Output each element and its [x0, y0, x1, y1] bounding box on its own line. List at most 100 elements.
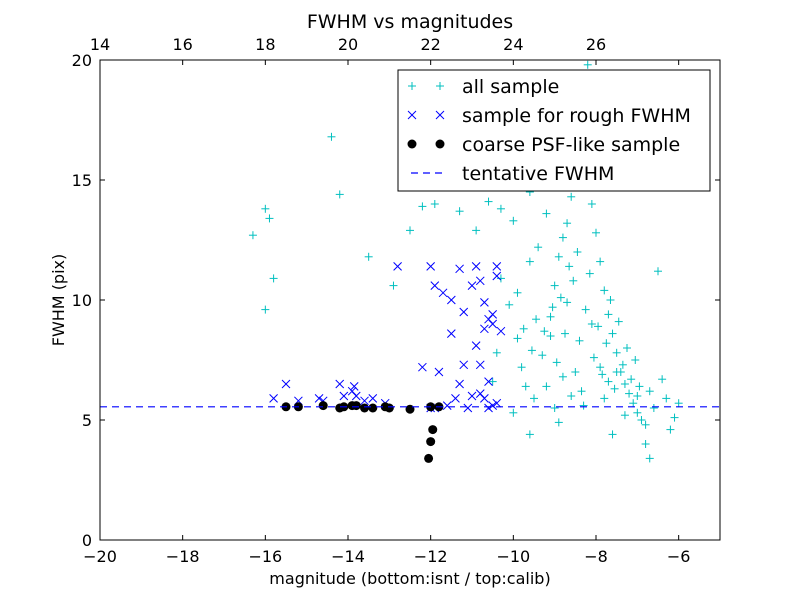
all-sample-point — [496, 274, 505, 283]
rough-sample-point — [349, 382, 359, 391]
all-sample-point — [629, 399, 638, 408]
all-sample-point — [589, 353, 598, 362]
legend-marker-all-sample — [408, 82, 444, 90]
all-sample-point — [530, 394, 538, 403]
all-sample-point — [569, 276, 578, 285]
legend: all sample sample for rough FWHM coarse … — [397, 69, 711, 192]
all-sample-point — [488, 377, 497, 386]
rough-sample-point — [475, 389, 485, 398]
all-sample-point — [532, 315, 541, 324]
legend-marker — [407, 139, 417, 149]
rough-sample-point — [480, 324, 489, 334]
all-sample-point — [654, 267, 662, 276]
all-sample-point — [649, 404, 658, 412]
legend-marker — [407, 110, 417, 120]
y-tick-label: 10 — [72, 291, 92, 310]
all-sample-point — [645, 387, 654, 396]
all-sample-point — [546, 312, 555, 321]
all-sample-point — [567, 392, 576, 400]
x-tick-label: −20 — [83, 547, 117, 566]
all-sample-point — [261, 305, 270, 314]
rough-sample-point — [492, 398, 502, 408]
psf-sample-point — [428, 425, 438, 435]
all-sample-point — [563, 298, 572, 307]
all-sample-point — [587, 320, 596, 328]
all-sample-point — [581, 305, 590, 314]
x-tick-label: −10 — [496, 547, 530, 566]
psf-sample-point — [351, 401, 361, 411]
all-sample-point — [519, 324, 528, 333]
rough-sample-point — [484, 377, 493, 386]
scatter-points — [248, 60, 683, 463]
all-sample-point — [600, 394, 609, 403]
all-sample-point — [573, 248, 582, 256]
legend-marker-rough-sample — [407, 110, 445, 120]
chart-title: FWHM vs magnitudes — [307, 11, 513, 33]
all-sample-point — [513, 288, 522, 297]
all-sample-point — [606, 296, 615, 304]
legend-label-all-sample: all sample — [462, 76, 559, 98]
top-tick-label: 16 — [172, 35, 192, 54]
all-sample-point — [600, 286, 609, 295]
all-sample-point — [542, 382, 551, 391]
rough-sample-point — [455, 379, 464, 389]
rough-sample-point — [459, 360, 469, 370]
psf-sample-point — [360, 403, 370, 413]
all-sample-point — [592, 228, 600, 237]
rough-sample-point — [351, 391, 361, 401]
all-sample-point — [554, 418, 563, 427]
legend-label-psf-sample: coarse PSF-like sample — [462, 134, 680, 156]
x-tick-label: −6 — [667, 547, 691, 566]
rough-sample-point — [368, 394, 378, 403]
rough-sample-point — [467, 391, 477, 401]
rough-sample-point — [463, 403, 473, 413]
all-sample-point — [594, 322, 603, 331]
x-tick-label: −18 — [166, 547, 200, 566]
all-sample-point — [525, 257, 534, 266]
rough-sample-point — [475, 360, 485, 370]
all-sample-point — [327, 132, 336, 141]
all-sample-point — [658, 375, 667, 384]
rough-sample-point — [484, 403, 493, 413]
rough-sample-point — [488, 319, 498, 329]
y-tick-label: 0 — [82, 531, 92, 550]
top-tick-label: 24 — [503, 35, 523, 54]
rough-sample-point — [446, 329, 456, 338]
all-sample-point — [623, 344, 631, 352]
all-sample-point — [637, 416, 646, 424]
y-tick-label: 15 — [72, 171, 92, 190]
all-sample-point — [509, 216, 518, 225]
rough-sample-point — [418, 362, 427, 372]
top-tick-label: 18 — [255, 35, 275, 54]
all-sample-point — [633, 408, 642, 417]
all-sample-point — [635, 382, 644, 391]
all-sample-point — [517, 363, 526, 372]
all-sample-point — [521, 382, 530, 391]
legend-label-rough-sample: sample for rough FWHM — [462, 105, 691, 127]
all-sample-point — [542, 209, 551, 218]
plot-frame — [99, 59, 721, 541]
all-sample-point — [645, 454, 654, 463]
rough-sample-point — [281, 379, 291, 389]
legend-marker — [408, 82, 416, 90]
legend-label-tentative-fwhm: tentative FWHM — [462, 163, 614, 185]
all-sample-point — [625, 389, 634, 398]
all-sample-point — [509, 408, 518, 417]
rough-sample-point — [438, 288, 448, 298]
all-sample-point — [612, 368, 621, 376]
all-sample-point — [269, 274, 278, 283]
all-sample-point — [583, 60, 592, 69]
all-sample-point — [614, 317, 623, 326]
all-sample-point — [261, 204, 270, 213]
all-sample-point — [418, 202, 427, 211]
all-sample-point — [662, 394, 671, 403]
rough-sample-point — [492, 271, 502, 281]
top-tick-label: 14 — [90, 35, 110, 54]
rough-sample-point — [471, 262, 481, 271]
rough-sample-point — [451, 394, 460, 403]
rough-sample-point — [430, 281, 440, 290]
all-sample-point — [534, 243, 543, 252]
legend-marker — [436, 82, 444, 90]
rough-sample-point — [426, 262, 436, 271]
